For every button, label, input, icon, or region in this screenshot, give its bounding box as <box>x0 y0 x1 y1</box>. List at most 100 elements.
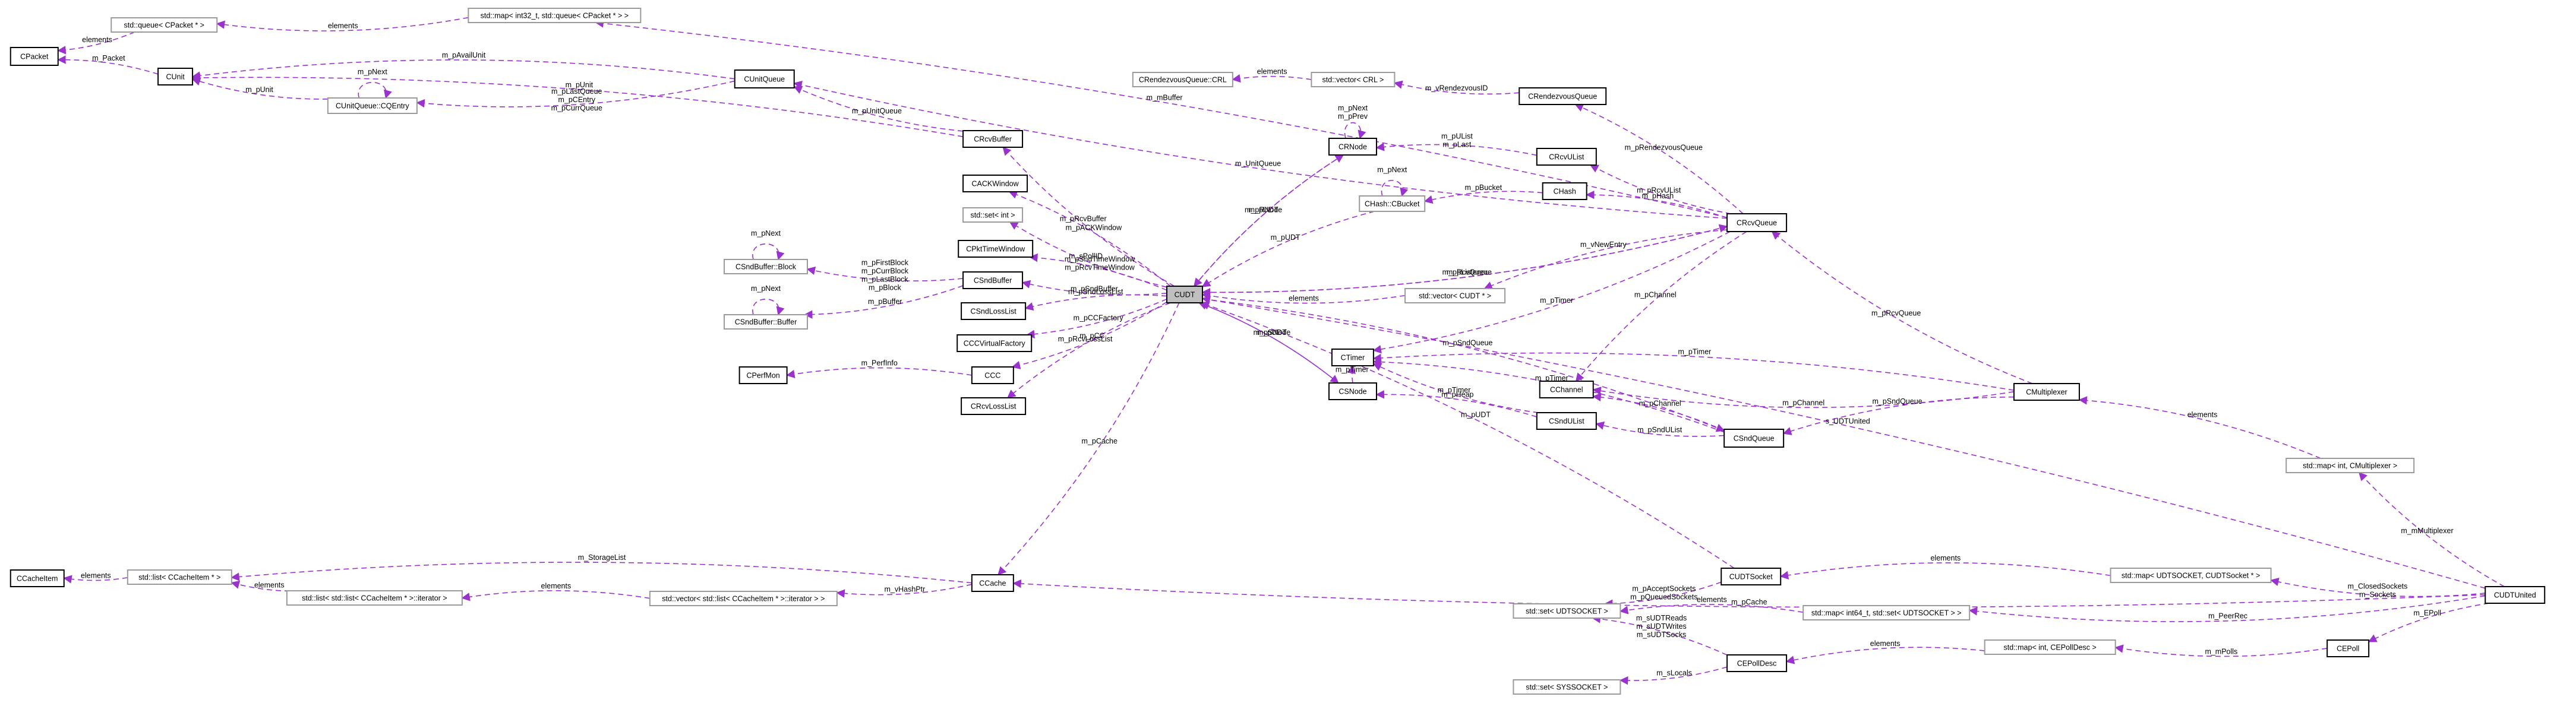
node-crcv-ulist[interactable]: CRcvUList <box>1536 148 1597 166</box>
edge-label: m_pSndBuffer <box>1071 284 1118 293</box>
node-map-peer-rec[interactable]: std::map< int64_t, std::set< UDTSOCKET >… <box>1802 605 1971 620</box>
edge-ccc-to-cperf-mon <box>786 367 972 379</box>
node-cudtunited[interactable]: CUDTUnited <box>2485 586 2546 604</box>
edge-label: m_pChannel <box>1782 398 1824 407</box>
edge-cunit-queue-to-cunit <box>191 59 735 80</box>
node-cchannel[interactable]: CChannel <box>1539 381 1594 398</box>
edge-cudt-to-ccc <box>1011 301 1167 369</box>
edge-label: elements <box>1930 554 1961 562</box>
node-cccvirtual-factory[interactable]: CCCVirtualFactory <box>956 334 1033 352</box>
node-vector-crl[interactable]: std::vector< CRL > <box>1311 72 1396 87</box>
node-vector-list-iterator[interactable]: std::vector< std::list< CCacheItem * >::… <box>649 591 838 606</box>
node-box <box>962 130 1024 148</box>
edge-label: m_sPollID <box>1069 252 1103 260</box>
node-cunit[interactable]: CUnit <box>157 68 194 86</box>
node-box <box>10 569 65 587</box>
edge-cudtunited-to-map-udtsocket <box>2270 577 2486 597</box>
node-box <box>1519 87 1607 105</box>
edge-cudtsocket-to-cudt <box>1200 301 1735 569</box>
node-set-udtsocket[interactable]: std::set< UDTSOCKET > <box>1513 603 1621 619</box>
edge-vector-cudt-to-cudt <box>1201 292 1406 304</box>
edge-label: m_pRcvLossList <box>1058 335 1113 343</box>
node-vector-cudt[interactable]: std::vector< CUDT * > <box>1404 288 1506 303</box>
node-csnd-loss-list[interactable]: CSndLossList <box>961 302 1027 320</box>
edge-label: m_pChannel <box>1634 291 1677 299</box>
node-map-multiplexer[interactable]: std::map< int, CMultiplexer > <box>2285 458 2415 473</box>
node-ccache-item[interactable]: CCacheItem <box>10 569 65 587</box>
edge-label: m_pACKWindow <box>1066 224 1122 232</box>
node-crnode[interactable]: CRNode <box>1328 138 1377 156</box>
edge-cmultiplexer-to-csnd-queue <box>1782 396 2014 435</box>
node-ccc[interactable]: CCC <box>971 366 1014 384</box>
node-cpkt-time-window[interactable]: CPktTimeWindow <box>958 240 1034 258</box>
node-label: CUDTSocket <box>1729 572 1773 581</box>
node-label: std::map< int, CEPollDesc > <box>2004 643 2097 651</box>
node-csnd-ulist[interactable]: CSndUList <box>1536 412 1597 430</box>
edge-csnd-buffer-to-csnd-buffer-block <box>806 266 964 281</box>
edge-label: m_PeerRec <box>2208 612 2247 620</box>
node-queue-cpacket[interactable]: std::queue< CPacket * > <box>111 17 218 33</box>
node-cpacket[interactable]: CPacket <box>10 47 59 66</box>
node-list-iterator[interactable]: std::list< std::list< CCacheItem * >::it… <box>286 590 463 606</box>
node-label: CEPollDesc <box>1737 659 1777 667</box>
node-csnd-buffer-block[interactable]: CSndBuffer::Block <box>724 259 809 274</box>
edge-cudtunited-to-map-peer-rec <box>1968 595 2486 622</box>
node-ccache[interactable]: CCache <box>971 574 1014 592</box>
node-cepoll[interactable]: CEPoll <box>2326 639 2370 657</box>
node-csnd-buffer-buffer[interactable]: CSndBuffer::Buffer <box>724 314 809 330</box>
node-map-queue[interactable]: std::map< int32_t, std::queue< CPacket *… <box>468 8 642 23</box>
edge-queue-cpacket-to-cpacket <box>57 31 135 55</box>
node-list-ccache-item[interactable]: std::list< CCacheItem * > <box>127 569 232 585</box>
node-set-int[interactable]: std::set< int > <box>962 207 1024 223</box>
node-ctimer[interactable]: CTimer <box>1331 349 1374 366</box>
node-cepoll-desc[interactable]: CEPollDesc <box>1726 654 1788 672</box>
node-cackwindow[interactable]: CACKWindow <box>962 175 1028 192</box>
node-box <box>1984 639 2116 655</box>
node-crcv-buffer[interactable]: CRcvBuffer <box>962 130 1024 148</box>
edge-label: elements <box>1257 68 1287 76</box>
node-cunit-queue[interactable]: CUnitQueue <box>734 69 795 88</box>
node-csnd-queue[interactable]: CSndQueue <box>1723 429 1785 448</box>
edge-cudt-to-csnd-loss-list <box>1024 294 1167 311</box>
node-csnd-buffer[interactable]: CSndBuffer <box>962 271 1024 289</box>
node-chash[interactable]: CHash <box>1542 182 1587 200</box>
node-box <box>1726 213 1788 232</box>
edge-labels-layer: elements m_Packet elements m_pAvailUnit m_pU… <box>81 22 2454 677</box>
node-crcv-queue[interactable]: CRcvQueue <box>1726 213 1788 232</box>
node-crendezvous-queue-crl[interactable]: CRendezvousQueue::CRL <box>1132 72 1233 87</box>
edge-label: m_pBucket <box>1465 183 1502 192</box>
node-label: CRendezvousQueue::CRL <box>1139 75 1227 84</box>
node-label: std::vector< std::list< CCacheItem * >::… <box>662 594 825 603</box>
node-box <box>1721 568 1782 585</box>
node-crendezvous-queue[interactable]: CRendezvousQueue <box>1519 87 1607 105</box>
node-cudt[interactable]: CUDT <box>1166 286 1204 303</box>
node-csnode[interactable]: CSNode <box>1328 382 1377 400</box>
node-box <box>1802 605 1971 620</box>
node-map-epoll-desc[interactable]: std::map< int, CEPollDesc > <box>1984 639 2116 655</box>
edge-label: m_pRcvQueue <box>1871 309 1921 318</box>
edge-csnd-queue-to-cchannel <box>1592 392 1725 431</box>
node-box <box>127 569 232 585</box>
node-cqentry[interactable]: CUnitQueue::CQEntry <box>327 97 418 114</box>
node-box <box>1328 382 1377 400</box>
edge-cudt-to-csnd-buffer <box>1021 280 1167 296</box>
edge-label: m_pCC <box>1079 332 1104 340</box>
node-cperf-mon[interactable]: CPerfMon <box>738 366 788 384</box>
edge-chash-cbucket-to-chash-cbucket <box>1381 179 1409 197</box>
node-cudtsocket[interactable]: CUDTSocket <box>1721 568 1782 585</box>
edge-vector-crl-to-crendezvous-queue-crl <box>1232 74 1312 83</box>
node-chash-cbucket[interactable]: CHash::CBucket <box>1359 195 1426 212</box>
edge-label: m_pUDT <box>1249 205 1278 214</box>
node-box <box>962 207 1024 223</box>
edge-label: m_pUList m_pLast <box>1441 132 1473 148</box>
edge-cudt-to-ccache <box>997 302 1180 576</box>
edge-cudt-to-cccvirtual-factory <box>1025 298 1167 338</box>
edge-crnode-to-crnode <box>1344 122 1366 140</box>
node-crcv-loss-list[interactable]: CRcvLossList <box>961 397 1027 415</box>
edge-cunit-queue-to-cqentry <box>416 80 735 108</box>
node-map-udtsocket[interactable]: std::map< UDTSOCKET, CUDTSocket * > <box>2110 568 2272 583</box>
node-set-syssocket[interactable]: std::set< SYSSOCKET > <box>1513 679 1621 695</box>
edge-label: m_ClosedSockets m_Sockets <box>2348 582 2408 598</box>
edge-cudt-to-crcv-loss-list <box>1006 302 1171 398</box>
node-cmultiplexer[interactable]: CMultiplexer <box>2013 383 2080 401</box>
